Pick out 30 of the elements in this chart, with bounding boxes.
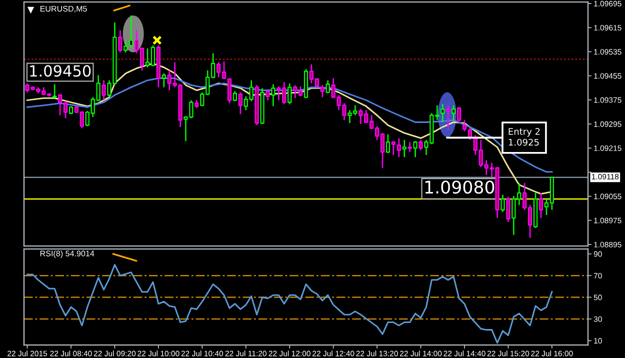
candlestick: [288, 82, 292, 105]
candlestick: [391, 140, 396, 156]
candlestick: [456, 106, 462, 123]
candlestick: [102, 80, 106, 101]
candlestick: [418, 139, 423, 151]
candlestick: [446, 104, 450, 131]
candlestick: [506, 196, 510, 223]
candlestick: [162, 72, 166, 88]
candlestick: [462, 119, 467, 132]
annotation: 1.09080: [425, 180, 494, 194]
candlestick: [440, 103, 445, 123]
annotation: 1.09450: [30, 65, 91, 77]
candlestick: [413, 140, 418, 158]
candlestick: [396, 138, 401, 158]
chart-title: EURUSD,M5: [40, 6, 87, 13]
candlestick: [238, 92, 242, 115]
candlestick: [386, 134, 390, 154]
line-series: [26, 264, 553, 344]
candlestick: [52, 84, 57, 99]
candlestick: [500, 194, 505, 213]
candlestick: [452, 104, 456, 121]
candlestick: [402, 139, 406, 158]
annotation: Entry 2 1.0925: [508, 128, 540, 146]
candlestick: [408, 141, 412, 153]
candlestick: [271, 84, 276, 107]
candlestick: [326, 80, 330, 94]
candlestick: [538, 192, 544, 219]
line-series: [26, 77, 553, 173]
chart-title: RSI(8) 54.9014: [40, 250, 94, 258]
candlestick: [118, 30, 122, 53]
